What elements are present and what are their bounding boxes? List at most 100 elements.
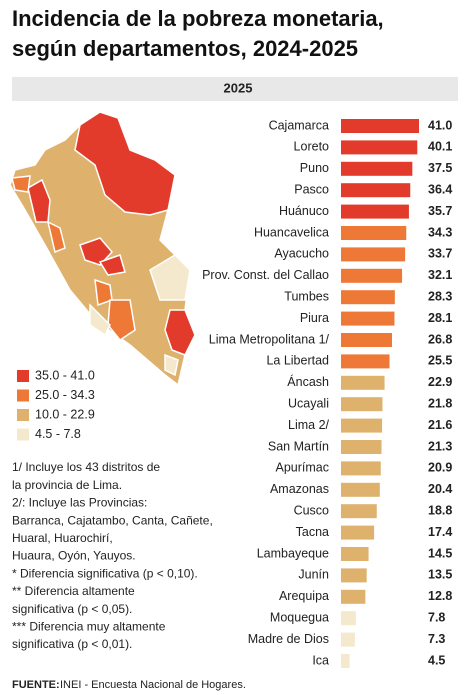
value-label: 37.5 — [428, 161, 452, 175]
bar — [341, 504, 377, 519]
category-label: Junín — [298, 568, 329, 582]
value-label: 32.1 — [428, 268, 452, 282]
legend-swatch — [17, 428, 29, 441]
chart-title: Incidencia de la pobreza monetaria, — [12, 6, 384, 31]
bar — [341, 268, 403, 283]
bar — [341, 397, 383, 412]
value-label: 20.9 — [428, 461, 452, 475]
legend-label: 4.5 - 7.8 — [35, 427, 81, 441]
value-label: 40.1 — [428, 140, 452, 154]
legend-swatch — [17, 409, 29, 421]
category-label: Ucayali — [288, 396, 329, 410]
bar — [341, 375, 385, 390]
value-label: 4.5 — [428, 653, 445, 667]
category-label: Pasco — [294, 182, 329, 196]
footnote: Huaura, Oyón, Yauyos. — [12, 549, 136, 563]
subtitle: 2025 — [224, 80, 253, 95]
category-label: Moquegua — [270, 610, 329, 624]
header-band — [12, 77, 458, 101]
category-label: Tacna — [296, 525, 329, 539]
bar — [341, 589, 366, 604]
category-label: Madre de Dios — [248, 632, 329, 646]
footnote: ** Diferencia altamente — [12, 584, 135, 598]
value-label: 14.5 — [428, 546, 452, 560]
chart-title: según departamentos, 2024-2025 — [12, 36, 358, 61]
value-label: 21.6 — [428, 418, 452, 432]
value-label: 17.4 — [428, 525, 452, 539]
legend-swatch — [17, 370, 29, 382]
category-label: Prov. Const. del Callao — [202, 268, 329, 282]
footnote: 2/: Incluye las Provincias: — [12, 496, 147, 510]
bar — [341, 140, 418, 155]
category-label: Lima 2/ — [288, 418, 330, 432]
value-label: 36.4 — [428, 182, 452, 196]
footnote: Barranca, Cajatambo, Canta, Cañete, — [12, 513, 213, 527]
value-label: 20.4 — [428, 482, 452, 496]
category-label: La Libertad — [266, 354, 329, 368]
category-label: Lima Metropolitana 1/ — [209, 332, 330, 346]
bar — [341, 482, 380, 497]
value-label: 34.3 — [428, 225, 452, 239]
bar — [341, 333, 392, 347]
value-label: 28.3 — [428, 289, 452, 303]
category-label: Lambayeque — [257, 546, 329, 560]
value-label: 12.8 — [428, 589, 452, 603]
bar — [341, 611, 356, 626]
value-label: 33.7 — [428, 247, 452, 261]
footnote: la provincia de Lima. — [12, 478, 122, 492]
value-label: 21.8 — [428, 396, 452, 410]
category-label: Cajamarca — [269, 118, 329, 132]
bar — [341, 183, 411, 198]
footnote: * Diferencia significativa (p < 0,10). — [12, 566, 198, 580]
category-label: Ayacucho — [274, 247, 329, 261]
legend-label: 10.0 - 22.9 — [35, 407, 95, 421]
bar — [341, 632, 355, 647]
category-label: Ica — [312, 653, 329, 667]
value-label: 18.8 — [428, 503, 452, 517]
map — [9, 111, 196, 387]
legend-swatch — [17, 389, 29, 402]
bar — [341, 247, 406, 262]
value-label: 28.1 — [428, 311, 452, 325]
footnote: significativa (p < 0,01). — [12, 637, 132, 651]
category-label: Piura — [300, 311, 329, 325]
bar — [341, 354, 390, 369]
value-label: 7.3 — [428, 632, 445, 646]
bar — [341, 547, 369, 561]
category-label: Huánuco — [279, 204, 329, 218]
category-label: Puno — [300, 161, 329, 175]
value-label: 13.5 — [428, 568, 452, 582]
footnote: significativa (p < 0,05). — [12, 602, 132, 616]
source: INEI - Encuesta Nacional de Hogares. — [60, 679, 246, 691]
bar — [341, 161, 413, 176]
value-label: 7.8 — [428, 610, 445, 624]
bar — [341, 204, 409, 219]
value-label: 22.9 — [428, 375, 452, 389]
footnote: Huaral, Huarochirí, — [12, 531, 113, 545]
bar — [341, 568, 367, 583]
bar — [341, 654, 350, 668]
category-label: Cusco — [294, 503, 329, 517]
bar — [341, 119, 419, 133]
category-label: Huancavelica — [254, 225, 329, 239]
value-label: 35.7 — [428, 204, 452, 218]
bar — [341, 461, 381, 476]
value-label: 21.3 — [428, 439, 452, 453]
category-label: Apurímac — [276, 461, 330, 475]
category-label: Tumbes — [284, 289, 329, 303]
footnote: 1/ Incluye los 43 distritos de — [12, 460, 160, 474]
bar — [341, 440, 382, 454]
category-label: Amazonas — [270, 482, 329, 496]
category-label: San Martín — [268, 439, 329, 453]
bar — [341, 290, 395, 305]
legend-label: 35.0 - 41.0 — [35, 368, 95, 382]
legend-label: 25.0 - 34.3 — [35, 388, 95, 402]
bar — [341, 226, 407, 240]
value-label: 26.8 — [428, 332, 452, 346]
value-label: 41.0 — [428, 118, 452, 132]
bar — [341, 525, 375, 540]
bar — [341, 311, 395, 326]
category-label: Loreto — [294, 140, 329, 154]
category-label: Arequipa — [279, 589, 329, 603]
